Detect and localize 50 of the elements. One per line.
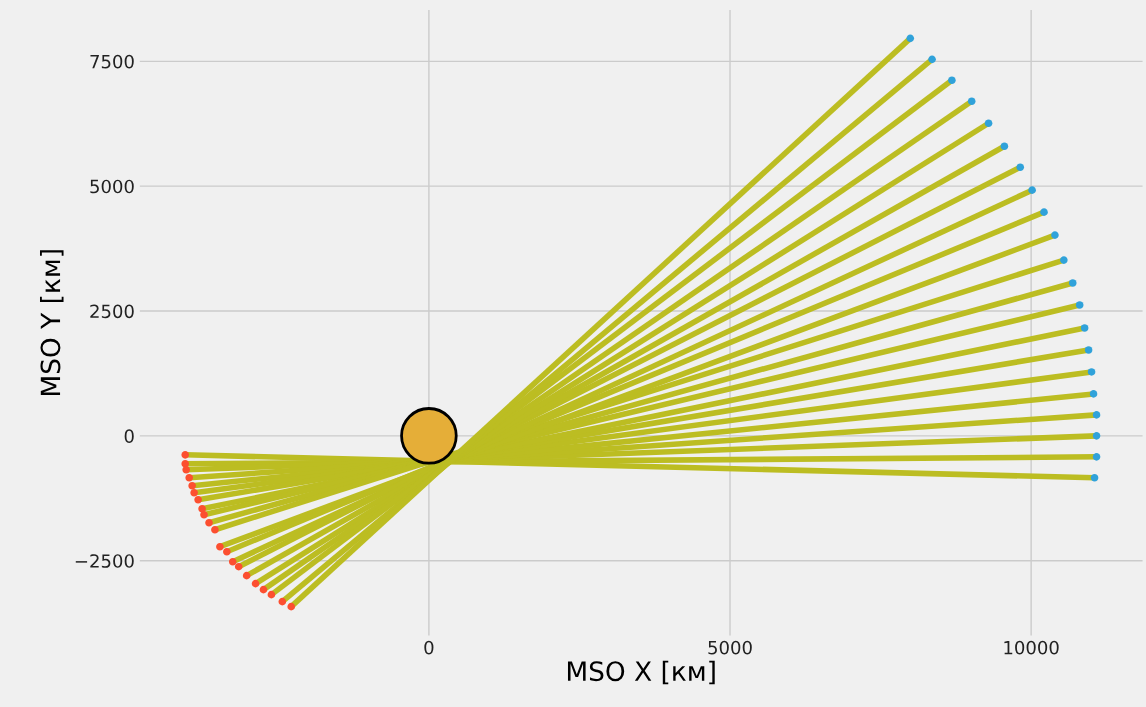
point xyxy=(1092,453,1101,461)
point xyxy=(1087,368,1096,376)
point xyxy=(211,525,219,534)
point xyxy=(242,571,251,580)
point xyxy=(928,55,936,64)
point xyxy=(1090,473,1099,482)
x-tick-label: 5000 xyxy=(708,640,752,655)
point xyxy=(1016,163,1025,171)
point xyxy=(200,510,208,519)
y-tick-label: 2500 xyxy=(90,304,134,319)
point xyxy=(228,557,237,566)
point xyxy=(948,76,956,85)
point xyxy=(278,597,287,606)
y-tick-label: 0 xyxy=(124,429,134,443)
point xyxy=(1080,324,1089,332)
point xyxy=(267,590,276,599)
point xyxy=(194,495,202,504)
point xyxy=(1092,432,1101,440)
point xyxy=(185,473,193,482)
y-tick-label: 5000 xyxy=(90,179,134,194)
point xyxy=(1051,231,1059,239)
point xyxy=(1089,390,1098,398)
x-tick-label: 0 xyxy=(424,640,434,655)
point xyxy=(984,119,993,128)
point xyxy=(188,481,196,490)
point xyxy=(1060,256,1068,264)
point xyxy=(216,542,224,551)
point xyxy=(1000,142,1009,151)
point xyxy=(223,547,231,556)
y-tick-label: 7500 xyxy=(90,54,134,69)
x-tick-label: 10000 xyxy=(1004,640,1059,655)
point xyxy=(190,488,198,497)
point xyxy=(1040,208,1048,216)
point xyxy=(205,518,213,527)
point xyxy=(1075,301,1084,309)
x-axis-title: MSO X [км] xyxy=(567,660,715,685)
y-axis-title: MSO Y [км] xyxy=(40,250,64,395)
point xyxy=(967,97,976,106)
point xyxy=(1084,346,1093,354)
point xyxy=(181,451,190,459)
point xyxy=(259,585,268,594)
point xyxy=(234,562,243,571)
point xyxy=(1068,279,1077,287)
point xyxy=(182,466,190,474)
point xyxy=(251,579,260,588)
point xyxy=(1028,186,1036,194)
y-tick-label: −2500 xyxy=(75,554,134,568)
point xyxy=(1092,411,1101,419)
point xyxy=(906,34,915,43)
point xyxy=(287,602,296,611)
